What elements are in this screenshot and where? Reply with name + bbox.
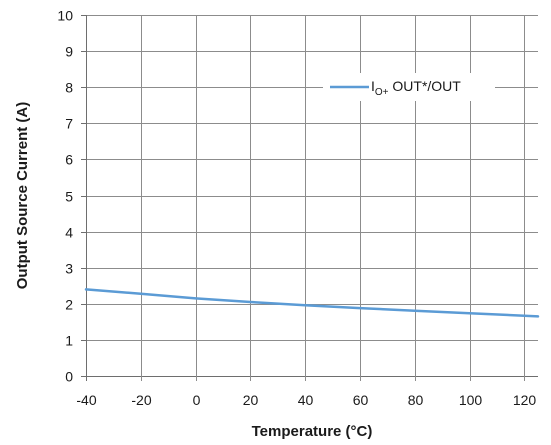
y-tick-label: 7 xyxy=(65,116,73,132)
y-tick-label: 0 xyxy=(65,369,73,385)
series-group xyxy=(84,288,540,318)
x-tick-label: 20 xyxy=(243,392,259,408)
legend-label: IO+ OUT*/OUT xyxy=(371,78,461,98)
y-axis-title: Output Source Current (A) xyxy=(14,102,31,290)
x-axis-title: Temperature (°C) xyxy=(252,423,373,440)
y-tick-label: 5 xyxy=(65,189,73,205)
y-tick-label: 4 xyxy=(65,225,73,241)
series-line xyxy=(84,288,540,318)
x-tick-label: -20 xyxy=(131,392,151,408)
y-tick-label: 2 xyxy=(65,297,73,313)
y-tick-label: 8 xyxy=(65,80,73,96)
x-tick-label: 40 xyxy=(298,392,314,408)
x-tick-label: 60 xyxy=(353,392,369,408)
y-tick-labels: 0 1 2 3 4 5 6 7 8 9 10 xyxy=(57,8,73,385)
y-tick-label: 6 xyxy=(65,152,73,168)
y-tick-label: 9 xyxy=(65,44,73,60)
x-tick-label: 0 xyxy=(193,392,201,408)
grid xyxy=(81,15,538,381)
legend-label-main: I xyxy=(371,78,375,94)
x-tick-label: 80 xyxy=(408,392,424,408)
legend: IO+ OUT*/OUT xyxy=(323,73,495,101)
legend-label-rest: OUT*/OUT xyxy=(389,78,462,94)
y-tick-label: 3 xyxy=(65,261,73,277)
x-tick-labels: -40 -20 0 20 40 60 80 100 120 xyxy=(76,392,536,408)
y-tick-label: 10 xyxy=(57,8,73,24)
x-tick-label: 120 xyxy=(513,392,537,408)
x-tick-label: 100 xyxy=(459,392,483,408)
y-tick-label: 1 xyxy=(65,333,73,349)
legend-label-subscript: O+ xyxy=(375,87,389,98)
x-tick-label: -40 xyxy=(76,392,96,408)
